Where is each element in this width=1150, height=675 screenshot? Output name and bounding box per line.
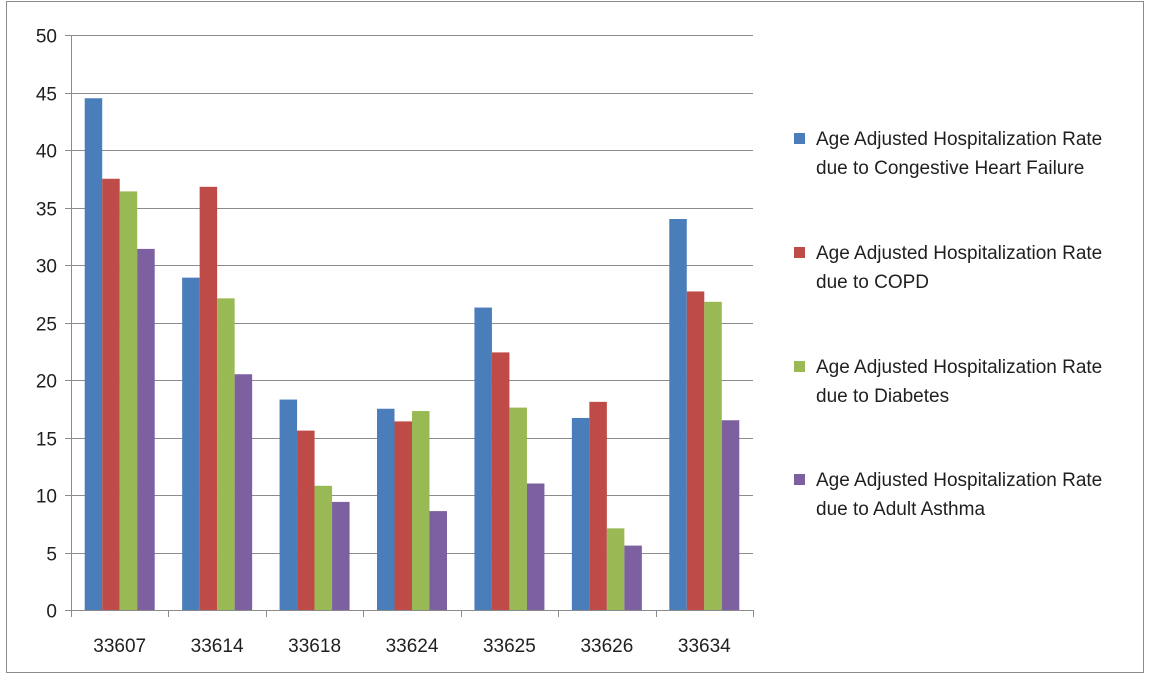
x-tick-label: 33618: [288, 636, 341, 657]
bar: [137, 248, 155, 610]
legend-label: Age Adjusted Hospitalization Rate due to…: [816, 129, 1103, 179]
bar: [279, 399, 298, 610]
bar: [429, 511, 447, 610]
legend-swatch-copd: [794, 247, 805, 258]
bar: [589, 401, 607, 610]
bar: [182, 277, 200, 610]
axes: [65, 35, 754, 617]
bar: [704, 301, 722, 610]
legend-label: Age Adjusted Hospitalization Rate due to…: [816, 243, 1103, 293]
bar: [606, 528, 625, 610]
legend-label: Age Adjusted Hospitalization Rate due to…: [816, 357, 1103, 407]
x-tick-label: 33634: [678, 636, 731, 657]
bar: [509, 407, 527, 610]
y-tick-label: 50: [36, 27, 57, 48]
bar: [669, 219, 687, 610]
x-tick-label: 33607: [93, 636, 146, 657]
bar: [412, 411, 430, 610]
bar: [624, 545, 642, 610]
bar: [217, 298, 235, 610]
bar: [686, 291, 705, 610]
x-tick-label: 33624: [386, 636, 439, 657]
y-tick-label: 0: [46, 602, 57, 623]
bar: [377, 408, 395, 610]
x-tick-label: 33625: [483, 636, 536, 657]
y-tick-label: 40: [36, 142, 57, 163]
legend-swatch-congestive-heart-failure: [794, 133, 805, 144]
bar: [394, 421, 412, 610]
bar: [332, 501, 350, 610]
y-tick-label: 35: [36, 200, 57, 221]
y-tick-label: 30: [36, 257, 57, 278]
x-axis-tick-labels: 33607 33614 33618 33624 33625 33626 33634: [93, 636, 731, 657]
bar: [297, 430, 315, 610]
legend-label: Age Adjusted Hospitalization Rate due to…: [816, 470, 1103, 520]
bar: [84, 98, 103, 610]
x-tick-label: 33626: [580, 636, 633, 657]
bars: [84, 98, 740, 611]
y-tick-label: 10: [36, 487, 57, 508]
bar: [526, 483, 545, 610]
bar: [102, 178, 120, 610]
y-tick-label: 25: [36, 315, 57, 336]
bar: [199, 186, 218, 611]
bar: [491, 352, 510, 610]
legend-swatch-adult-asthma: [794, 474, 805, 485]
legend: Age Adjusted Hospitalization Rate due to…: [790, 0, 1135, 675]
bar: [721, 420, 740, 610]
y-tick-label: 20: [36, 372, 57, 393]
bar: [571, 417, 590, 610]
y-axis-tick-labels: 0 5 10 15 20 25 30 35 40 45 50: [36, 27, 57, 623]
bar-chart: 0 5 10 15 20 25 30 35 40 45 50 33607 33614 33618 3362…: [36, 27, 754, 657]
y-tick-label: 45: [36, 85, 57, 106]
y-tick-label: 5: [46, 545, 57, 566]
bar: [474, 307, 492, 610]
bar: [314, 485, 333, 610]
legend-swatch-diabetes: [794, 361, 805, 372]
x-tick-label: 33614: [191, 636, 244, 657]
bar: [234, 374, 253, 610]
bar: [119, 191, 138, 610]
y-tick-label: 15: [36, 430, 57, 451]
